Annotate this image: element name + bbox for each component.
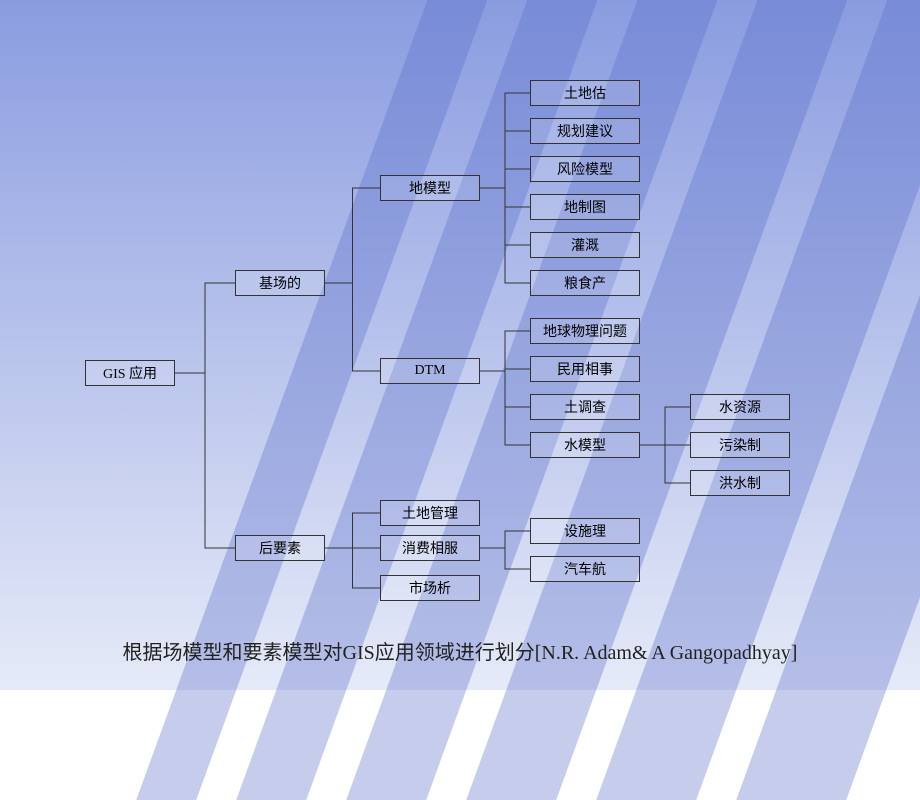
- tree-node-l1b: 后要素: [235, 535, 325, 561]
- tree-node-root: GIS 应用: [85, 360, 175, 386]
- tree-diagram: GIS 应用 基场的后要素 地模型 DTM 土地管理消费相服市场析 土地估规划建议风险模型…: [0, 0, 920, 690]
- tree-node-l2c: 土地管理: [380, 500, 480, 526]
- tree-node-b4: 水模型: [530, 432, 640, 458]
- tree-node-l2d: 消费相服: [380, 535, 480, 561]
- tree-node-b3: 土调查: [530, 394, 640, 420]
- tree-node-l1a: 基场的: [235, 270, 325, 296]
- tree-node-l2b: DTM: [380, 358, 480, 384]
- tree-node-c2: 污染制: [690, 432, 790, 458]
- tree-node-d1: 设施理: [530, 518, 640, 544]
- tree-node-a3: 风险模型: [530, 156, 640, 182]
- tree-node-a2: 规划建议: [530, 118, 640, 144]
- tree-node-b2: 民用相事: [530, 356, 640, 382]
- tree-node-c3: 洪水制: [690, 470, 790, 496]
- tree-node-a1: 土地估: [530, 80, 640, 106]
- tree-node-d2: 汽车航: [530, 556, 640, 582]
- tree-node-a4: 地制图: [530, 194, 640, 220]
- tree-node-l2a: 地模型: [380, 175, 480, 201]
- tree-node-b1: 地球物理问题: [530, 318, 640, 344]
- tree-node-a6: 粮食产: [530, 270, 640, 296]
- tree-node-c1: 水资源: [690, 394, 790, 420]
- tree-node-l2e: 市场析: [380, 575, 480, 601]
- caption-text: 根据场模型和要素模型对GIS应用领域进行划分[N.R. Adam& A Gang…: [0, 636, 920, 665]
- tree-node-a5: 灌溉: [530, 232, 640, 258]
